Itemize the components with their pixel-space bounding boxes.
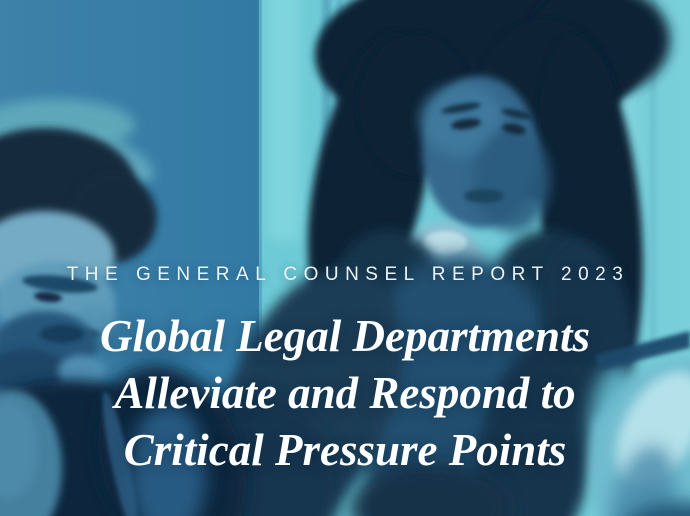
window-sill-bar [596, 331, 690, 370]
report-title-line: Critical Pressure Points [123, 425, 567, 475]
person-right-shoulder [588, 358, 690, 516]
report-title-line: Global Legal Departments [100, 311, 590, 361]
report-title: Global Legal Departments Alleviate and R… [0, 308, 690, 479]
person-left-man [0, 99, 247, 516]
report-title-line: Alleviate and Respond to [114, 368, 576, 418]
person-center-woman [160, 0, 670, 516]
report-series-label: THE GENERAL COUNSEL REPORT 2023 [66, 264, 630, 285]
